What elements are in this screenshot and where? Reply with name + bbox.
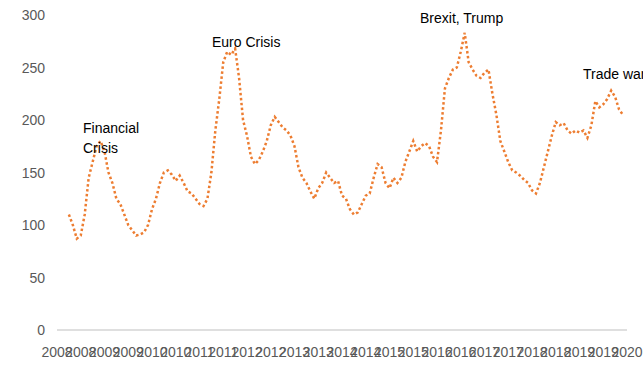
- annotation: Euro Crisis: [212, 34, 280, 50]
- data-line: [69, 33, 623, 239]
- x-tick-label: 2020: [611, 344, 642, 360]
- y-tick-label: 200: [22, 112, 46, 128]
- y-tick-label: 150: [22, 165, 46, 181]
- x-axis-line: [57, 330, 627, 331]
- y-tick-label: 0: [37, 322, 45, 338]
- annotation-line: Brexit, Trump: [420, 10, 503, 26]
- y-tick-label: 100: [22, 217, 46, 233]
- y-tick-label: 250: [22, 60, 46, 76]
- annotation-line: Trade war: [583, 66, 643, 82]
- plot-area: [69, 33, 623, 239]
- annotation: Trade war: [583, 66, 643, 82]
- chart: 0501001502002503002008200820092009201020…: [0, 0, 643, 380]
- annotation: Brexit, Trump: [420, 10, 503, 26]
- annotation-line: Financial: [83, 120, 139, 136]
- y-tick-label: 50: [29, 270, 45, 286]
- annotation-line: Crisis: [83, 140, 118, 156]
- annotation-line: Euro Crisis: [212, 34, 280, 50]
- y-tick-label: 300: [22, 7, 46, 23]
- annotation: Financial Crisis: [83, 120, 139, 156]
